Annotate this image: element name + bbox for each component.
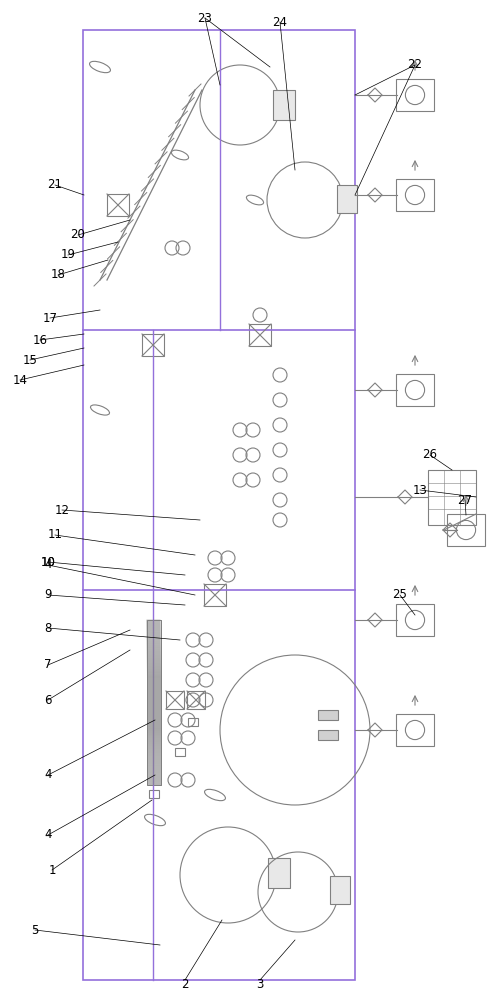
Bar [396, 604, 434, 636]
Bar [142, 334, 164, 356]
Text: 7: 7 [44, 658, 52, 672]
Text: 22: 22 [407, 58, 423, 72]
Bar [188, 718, 198, 726]
Text: 8: 8 [44, 621, 52, 635]
Bar [318, 730, 338, 740]
Bar [83, 30, 355, 980]
Text: 18: 18 [51, 268, 65, 282]
Text: 15: 15 [23, 354, 37, 366]
Text: 20: 20 [70, 229, 86, 241]
Text: 23: 23 [198, 11, 213, 24]
Bar [330, 876, 350, 904]
Bar [396, 374, 434, 406]
Text: 5: 5 [31, 924, 39, 936]
Text: 14: 14 [12, 373, 28, 386]
Text: 25: 25 [393, 588, 407, 601]
Text: 4: 4 [44, 558, 52, 572]
Text: 3: 3 [256, 978, 264, 992]
Bar [396, 714, 434, 746]
Bar [204, 584, 226, 606]
Bar [107, 194, 129, 216]
Text: 19: 19 [61, 248, 75, 261]
Text: 12: 12 [55, 504, 69, 516]
Bar [147, 620, 161, 785]
Text: 17: 17 [42, 312, 58, 324]
Bar [149, 790, 159, 798]
Bar [166, 691, 184, 709]
Text: 9: 9 [44, 588, 52, 601]
Text: 24: 24 [273, 15, 287, 28]
Text: 11: 11 [48, 528, 62, 542]
Text: 6: 6 [44, 694, 52, 706]
Bar [273, 90, 295, 120]
Bar [268, 858, 290, 888]
Bar [396, 179, 434, 211]
Text: 2: 2 [181, 978, 189, 992]
Text: 4: 4 [44, 768, 52, 782]
Bar [447, 514, 485, 546]
Text: 10: 10 [40, 556, 56, 568]
Text: 21: 21 [48, 178, 62, 192]
Text: 4: 4 [44, 828, 52, 842]
Bar [187, 691, 205, 709]
Text: 10: 10 [40, 556, 56, 568]
Text: 16: 16 [32, 334, 48, 347]
Bar [318, 710, 338, 720]
Bar [175, 748, 185, 756]
Bar [249, 324, 271, 346]
Bar [396, 79, 434, 111]
Text: 26: 26 [423, 448, 437, 462]
Text: 1: 1 [48, 863, 56, 876]
Text: 13: 13 [413, 484, 428, 496]
Bar [428, 470, 476, 525]
Text: 27: 27 [458, 493, 472, 506]
Bar [337, 185, 357, 213]
